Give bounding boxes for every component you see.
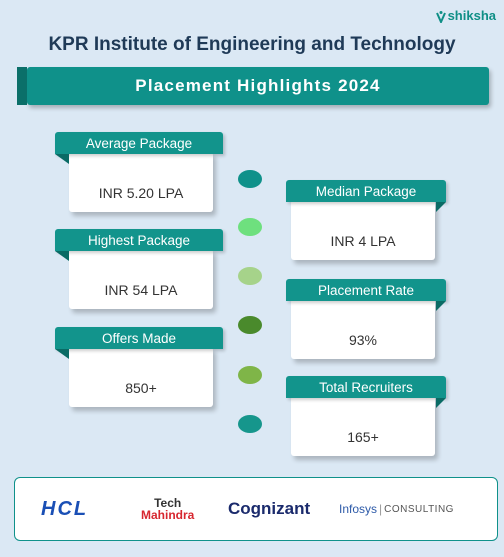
stat-value: INR 5.20 LPA (98, 185, 184, 201)
brand-name: shiksha (447, 8, 496, 23)
stat-card-placement-rate: Placement Rate 93% (286, 279, 446, 359)
stat-card-average-package: Average Package INR 5.20 LPA (55, 132, 223, 212)
placement-highlights-banner: Placement Highlights 2024 (17, 67, 489, 105)
connector-dot (238, 267, 262, 285)
stat-label: Median Package (286, 180, 446, 212)
cognizant-logo: Cognizant (228, 499, 311, 518)
stat-card-offers-made: Offers Made 850+ (55, 327, 223, 407)
stat-label: Offers Made (55, 327, 223, 359)
infosys-consulting-logo: Infosys | CONSULTING (339, 478, 454, 540)
stat-label: Total Recruiters (286, 376, 446, 408)
connector-dot (238, 366, 262, 384)
stat-card-total-recruiters: Total Recruiters 165+ (286, 376, 446, 456)
stat-value: 93% (348, 332, 378, 348)
recruiter-logos: HCL Tech Mahindra Cognizant Infosys | CO… (14, 477, 498, 541)
shiksha-logo-icon (435, 10, 446, 24)
connector-dot (238, 316, 262, 334)
connector-dot (238, 415, 262, 433)
stat-label: Highest Package (55, 229, 223, 261)
tech-mahindra-line1: Tech (154, 496, 182, 510)
shiksha-logo[interactable]: shiksha (435, 8, 496, 24)
stat-value: INR 54 LPA (104, 282, 178, 298)
infosys-suffix: CONSULTING (384, 503, 454, 515)
stat-value: 165+ (347, 429, 379, 445)
tech-mahindra-logo: Tech Mahindra (141, 478, 194, 540)
stat-card-median-package: Median Package INR 4 LPA (286, 180, 446, 260)
page-title: KPR Institute of Engineering and Technol… (48, 34, 456, 55)
tech-mahindra-line2: Mahindra (141, 508, 195, 522)
connector-dot (238, 218, 262, 236)
stat-value: INR 4 LPA (330, 233, 396, 249)
stat-card-highest-package: Highest Package INR 54 LPA (55, 229, 223, 309)
stat-label: Placement Rate (286, 279, 446, 311)
infosys-separator: | (379, 502, 383, 516)
hcl-logo: HCL (41, 497, 89, 520)
stat-label: Average Package (55, 132, 223, 164)
infosys-name: Infosys (339, 502, 378, 516)
connector-dot (238, 170, 262, 188)
stat-value: 850+ (125, 380, 157, 396)
